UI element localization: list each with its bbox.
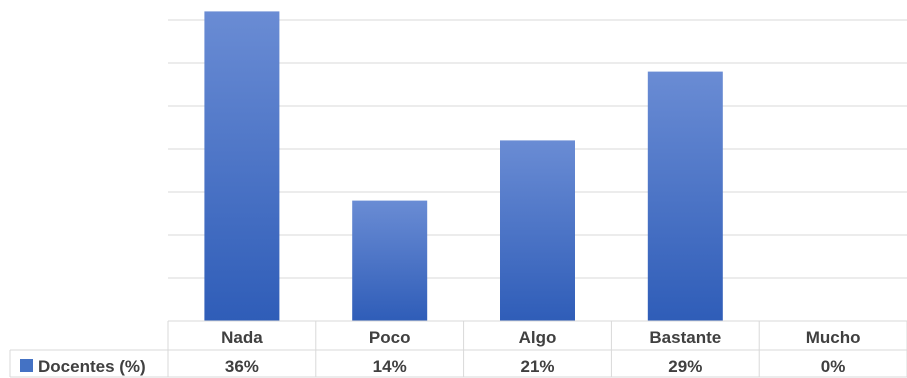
category-label: Bastante — [649, 328, 721, 347]
category-label: Algo — [519, 328, 557, 347]
value-label: 29% — [668, 357, 702, 376]
value-label: 21% — [520, 357, 554, 376]
legend: Docentes (%) — [20, 357, 146, 376]
bar-algo — [500, 140, 575, 321]
category-label: Poco — [369, 328, 411, 347]
category-labels: Nada Poco Algo Bastante Mucho — [221, 328, 860, 347]
value-label: 14% — [373, 357, 407, 376]
data-table — [9, 320, 907, 378]
bar-poco — [352, 200, 428, 321]
bar-bastante — [647, 71, 723, 321]
category-label: Mucho — [806, 328, 861, 347]
category-label: Nada — [221, 328, 263, 347]
legend-label: Docentes (%) — [38, 357, 146, 376]
value-labels: 36% 14% 21% 29% 0% — [225, 357, 846, 376]
bars — [204, 11, 723, 322]
bar-nada — [204, 11, 280, 322]
legend-key — [20, 359, 33, 372]
value-label: 36% — [225, 357, 259, 376]
value-label: 0% — [821, 357, 846, 376]
